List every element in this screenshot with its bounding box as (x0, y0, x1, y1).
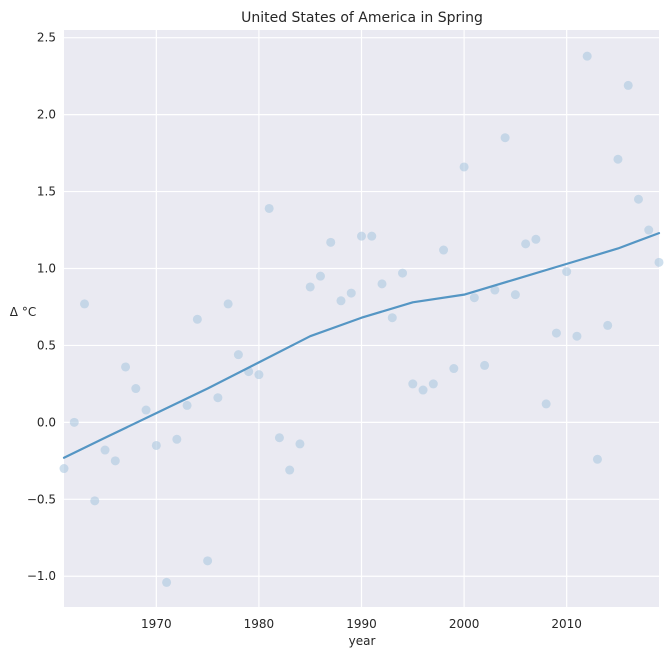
data-point (551, 328, 561, 338)
y-tick-label: 1.0 (37, 261, 56, 275)
data-point (305, 282, 315, 292)
chart-title: United States of America in Spring (241, 10, 483, 26)
data-point (562, 267, 572, 277)
data-point (469, 293, 479, 303)
data-point (59, 464, 69, 474)
y-tick-label: 1.5 (37, 185, 56, 199)
y-tick-label: −0.5 (27, 492, 56, 506)
data-point (172, 434, 182, 444)
y-axis-ticks: −1.0 −0.5 0.0 0.5 1.0 1.5 2.0 2.5 (27, 31, 56, 584)
data-point (233, 350, 243, 360)
data-point (326, 237, 336, 247)
data-point (408, 379, 418, 389)
y-tick-label: −1.0 (27, 569, 56, 583)
x-tick-label: 2010 (551, 617, 582, 631)
y-tick-label: 0.0 (37, 415, 56, 429)
data-point (449, 364, 459, 374)
data-point (69, 417, 79, 427)
data-point (387, 313, 397, 323)
data-point (285, 465, 295, 475)
data-point (100, 445, 110, 455)
x-tick-label: 1980 (244, 617, 275, 631)
data-point (654, 257, 664, 267)
x-tick-label: 1990 (346, 617, 377, 631)
data-point (500, 133, 510, 143)
y-axis-label: Δ °C (10, 305, 36, 319)
data-point (428, 379, 438, 389)
data-point (592, 454, 602, 464)
trend-line (62, 232, 661, 459)
data-point (80, 299, 90, 309)
data-point (274, 433, 284, 443)
data-point (613, 154, 623, 164)
data-point (521, 239, 531, 249)
x-tick-label: 2000 (449, 617, 480, 631)
data-point (623, 80, 633, 90)
data-point (510, 290, 520, 300)
data-point (582, 51, 592, 61)
data-point (203, 556, 213, 566)
data-point (480, 360, 490, 370)
data-point (213, 393, 223, 403)
data-point (346, 288, 356, 298)
y-tick-label: 2.5 (37, 31, 56, 45)
data-point (357, 231, 366, 241)
data-point (192, 314, 202, 324)
data-point (264, 203, 274, 213)
data-point (572, 331, 582, 341)
x-tick-label: 1970 (141, 617, 172, 631)
x-axis-label: year (349, 634, 376, 648)
data-point (151, 440, 161, 450)
data-points (59, 51, 664, 587)
data-point (398, 268, 408, 278)
data-point (644, 225, 654, 235)
data-point (121, 362, 131, 372)
data-point (295, 439, 305, 449)
data-point (162, 577, 172, 587)
data-point (603, 320, 613, 330)
data-point (90, 496, 100, 506)
data-point (110, 456, 120, 466)
y-tick-label: 2.0 (37, 108, 56, 122)
data-point (531, 234, 541, 244)
data-point (633, 194, 643, 204)
data-point (418, 385, 428, 395)
data-point (182, 400, 192, 410)
data-point (541, 399, 551, 409)
data-point (439, 245, 449, 255)
data-point (141, 405, 151, 415)
y-tick-label: 0.5 (37, 338, 56, 352)
data-point (315, 271, 325, 281)
data-point (131, 384, 141, 394)
data-point (490, 285, 500, 295)
data-point (223, 299, 233, 309)
data-point (377, 279, 387, 289)
data-point (254, 370, 264, 380)
data-point (367, 231, 377, 241)
data-point (336, 296, 346, 306)
data-point (459, 162, 469, 172)
x-axis-ticks: 1970 1980 1990 2000 2010 (141, 617, 582, 631)
